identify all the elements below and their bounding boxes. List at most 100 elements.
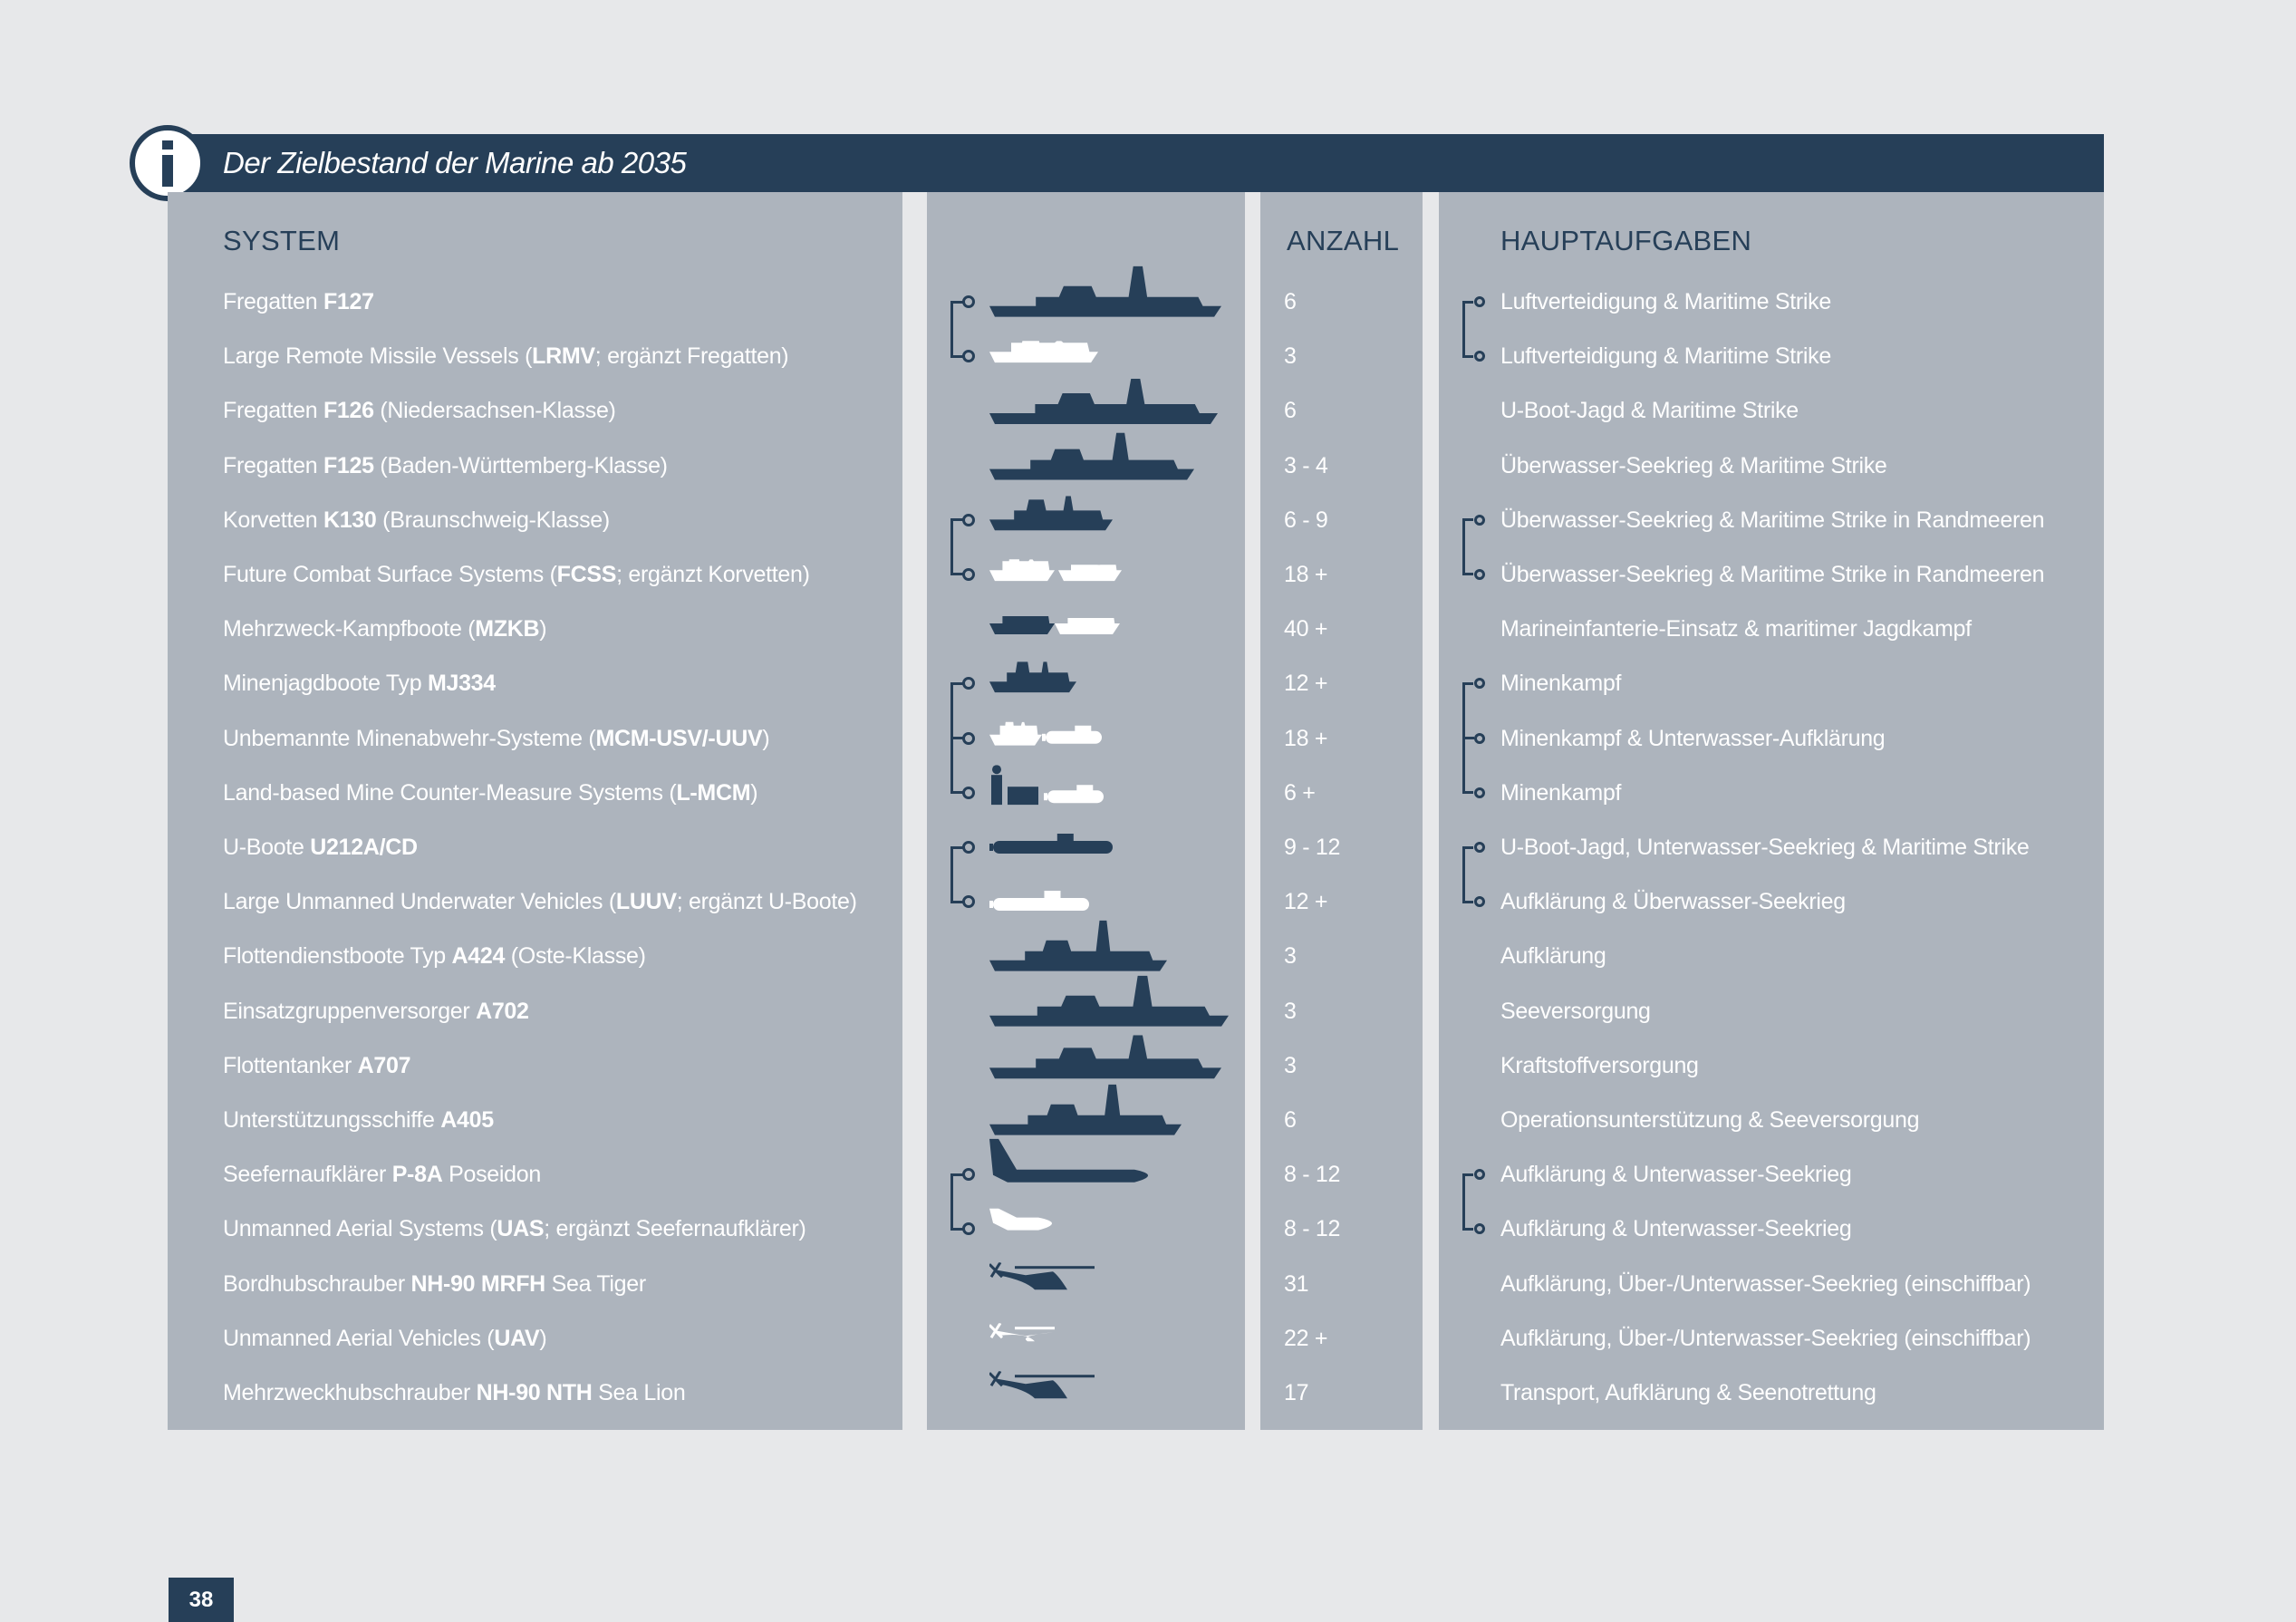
task-text: Minenkampf & Unterwasser-Aufklärung — [1500, 725, 1886, 751]
group-bracket-icons — [950, 300, 963, 358]
count-value: 3 — [1284, 998, 1297, 1024]
fcss-boats-icon — [989, 559, 1122, 582]
task-text: Minenkampf — [1500, 779, 1622, 806]
connector-ring-icon — [962, 731, 975, 745]
frigate-f126-icon — [989, 379, 1218, 425]
system-code: MJ334 — [427, 671, 496, 697]
system-name-text: Fregatten — [223, 289, 323, 314]
system-name-suffix: ) — [750, 779, 758, 806]
luuv-icon — [989, 876, 1089, 912]
system-name: Minenjagdboote Typ MJ334 — [223, 668, 496, 699]
system-name-suffix: ) — [539, 1325, 547, 1351]
system-name-text: Bordhubschrauber — [223, 1270, 411, 1297]
icon-column — [927, 192, 1245, 1430]
system-name-text: Land-based Mine Counter-Measure Systems … — [223, 779, 677, 806]
system-name-text: Large Remote Missile Vessels ( — [223, 343, 533, 370]
page-title: Der Zielbestand der Marine ab 2035 — [223, 146, 687, 179]
system-code: UAV — [494, 1325, 540, 1351]
system-name: Fregatten F125 (Baden-Württemberg-Klasse… — [223, 450, 668, 481]
system-code: F125 — [323, 452, 374, 478]
system-code: NH-90 MRFH — [410, 1270, 546, 1297]
corvette-k130-icon — [989, 496, 1113, 531]
count-value: 6 + — [1284, 779, 1316, 806]
count-value: 22 + — [1284, 1325, 1328, 1351]
system-name: Large Unmanned Underwater Vehicles (LUUV… — [223, 886, 857, 917]
system-name: Future Combat Surface Systems (FCSS; erg… — [223, 559, 810, 590]
system-name-text: Unmanned Aerial Vehicles ( — [223, 1325, 495, 1351]
task-text: Marineinfanterie-Einsatz & maritimer Jag… — [1500, 616, 1972, 642]
info-icon-stem — [162, 155, 173, 187]
system-code: F126 — [323, 398, 374, 424]
count-value: 40 + — [1284, 616, 1328, 642]
connector-ring-task — [1474, 296, 1485, 307]
combat-boats-icon — [989, 616, 1120, 635]
system-code: A707 — [357, 1052, 411, 1078]
system-name-text: Flottentanker — [223, 1052, 358, 1078]
system-name-text: Large Unmanned Underwater Vehicles ( — [223, 889, 616, 915]
system-name: Einsatzgruppenversorger A702 — [223, 996, 529, 1027]
connector-ring-task — [1474, 1169, 1485, 1181]
system-name-suffix: ; ergänzt Seefernaufklärer) — [544, 1216, 806, 1242]
system-code: A405 — [440, 1107, 494, 1133]
system-name: Flottentanker A707 — [223, 1050, 411, 1081]
system-name: U-Boote U212A/CD — [223, 832, 418, 863]
system-name: Bordhubschrauber NH-90 MRFH Sea Tiger — [223, 1269, 646, 1299]
count-value: 3 - 4 — [1284, 452, 1328, 478]
connector-ring-task — [1474, 732, 1485, 744]
task-text: Luftverteidigung & Maritime Strike — [1500, 289, 1831, 314]
count-value: 8 - 12 — [1284, 1162, 1341, 1188]
system-name-suffix: Sea Lion — [592, 1380, 686, 1405]
count-value: 18 + — [1284, 562, 1328, 587]
connector-ring-task — [1474, 896, 1485, 908]
system-column — [168, 192, 902, 1430]
p8a-aircraft-icon — [989, 1138, 1162, 1190]
connector-ring-task — [1474, 842, 1485, 853]
group-bracket-tasks — [1462, 1173, 1473, 1231]
group-bracket-tasks — [1462, 300, 1473, 358]
column-header-anzahl: ANZAHL — [1287, 225, 1400, 256]
system-code: A702 — [476, 998, 529, 1024]
system-name-suffix: (Oste-Klasse) — [505, 943, 646, 970]
connector-ring-task — [1474, 1223, 1485, 1235]
count-value: 17 — [1284, 1380, 1309, 1405]
group-bracket-icons — [950, 1173, 963, 1231]
task-text: Aufklärung, Über-/Unterwasser-Seekrieg (… — [1500, 1325, 2031, 1351]
system-name: Flottendienstboote Typ A424 (Oste-Klasse… — [223, 941, 646, 971]
system-name-text: Seefernaufklärer — [223, 1162, 392, 1188]
system-name: Fregatten F127 — [223, 286, 374, 317]
task-text: Minenkampf — [1500, 671, 1622, 697]
connector-ring-icon — [962, 295, 975, 308]
system-name-text: Unmanned Aerial Systems ( — [223, 1216, 497, 1242]
system-name-text: Unterstützungsschiffe — [223, 1107, 441, 1133]
count-value: 6 - 9 — [1284, 507, 1328, 533]
system-name-text: Fregatten — [223, 452, 323, 478]
minehunter-icon — [989, 661, 1076, 693]
task-text: Aufklärung — [1500, 943, 1606, 970]
system-code: LUUV — [615, 889, 677, 915]
submarine-icon — [989, 828, 1113, 855]
count-value: 3 — [1284, 1052, 1297, 1078]
task-text: Überwasser-Seekrieg & Maritime Strike — [1500, 452, 1887, 478]
helicopter-sea-lion-icon — [989, 1371, 1095, 1402]
connector-ring-icon — [962, 677, 975, 690]
count-value: 12 + — [1284, 671, 1328, 697]
column-header-system: SYSTEM — [223, 225, 341, 256]
task-text: Überwasser-Seekrieg & Maritime Strike in… — [1500, 507, 2045, 533]
info-icon — [130, 125, 206, 201]
tanker-icon — [989, 1035, 1221, 1079]
task-text: Aufklärung, Über-/Unterwasser-Seekrieg (… — [1500, 1270, 2031, 1297]
system-name-text: Future Combat Surface Systems ( — [223, 562, 557, 587]
system-name: Korvetten K130 (Braunschweig-Klasse) — [223, 505, 610, 536]
fleet-service-boat-icon — [989, 921, 1167, 972]
system-name-suffix: ) — [762, 725, 770, 751]
connector-ring-icon — [962, 895, 975, 909]
system-name-text: Mehrzweckhubschrauber — [223, 1380, 477, 1405]
connector-ring-task — [1474, 787, 1485, 798]
system-code: U212A/CD — [310, 835, 418, 860]
system-name-suffix: Poseidon — [442, 1162, 541, 1188]
count-value: 6 — [1284, 1107, 1297, 1133]
system-code: LRMV — [532, 343, 595, 370]
frigate-f127-icon — [989, 266, 1221, 317]
system-code: F127 — [323, 289, 374, 314]
task-text: Kraftstoffversorgung — [1500, 1052, 1699, 1078]
